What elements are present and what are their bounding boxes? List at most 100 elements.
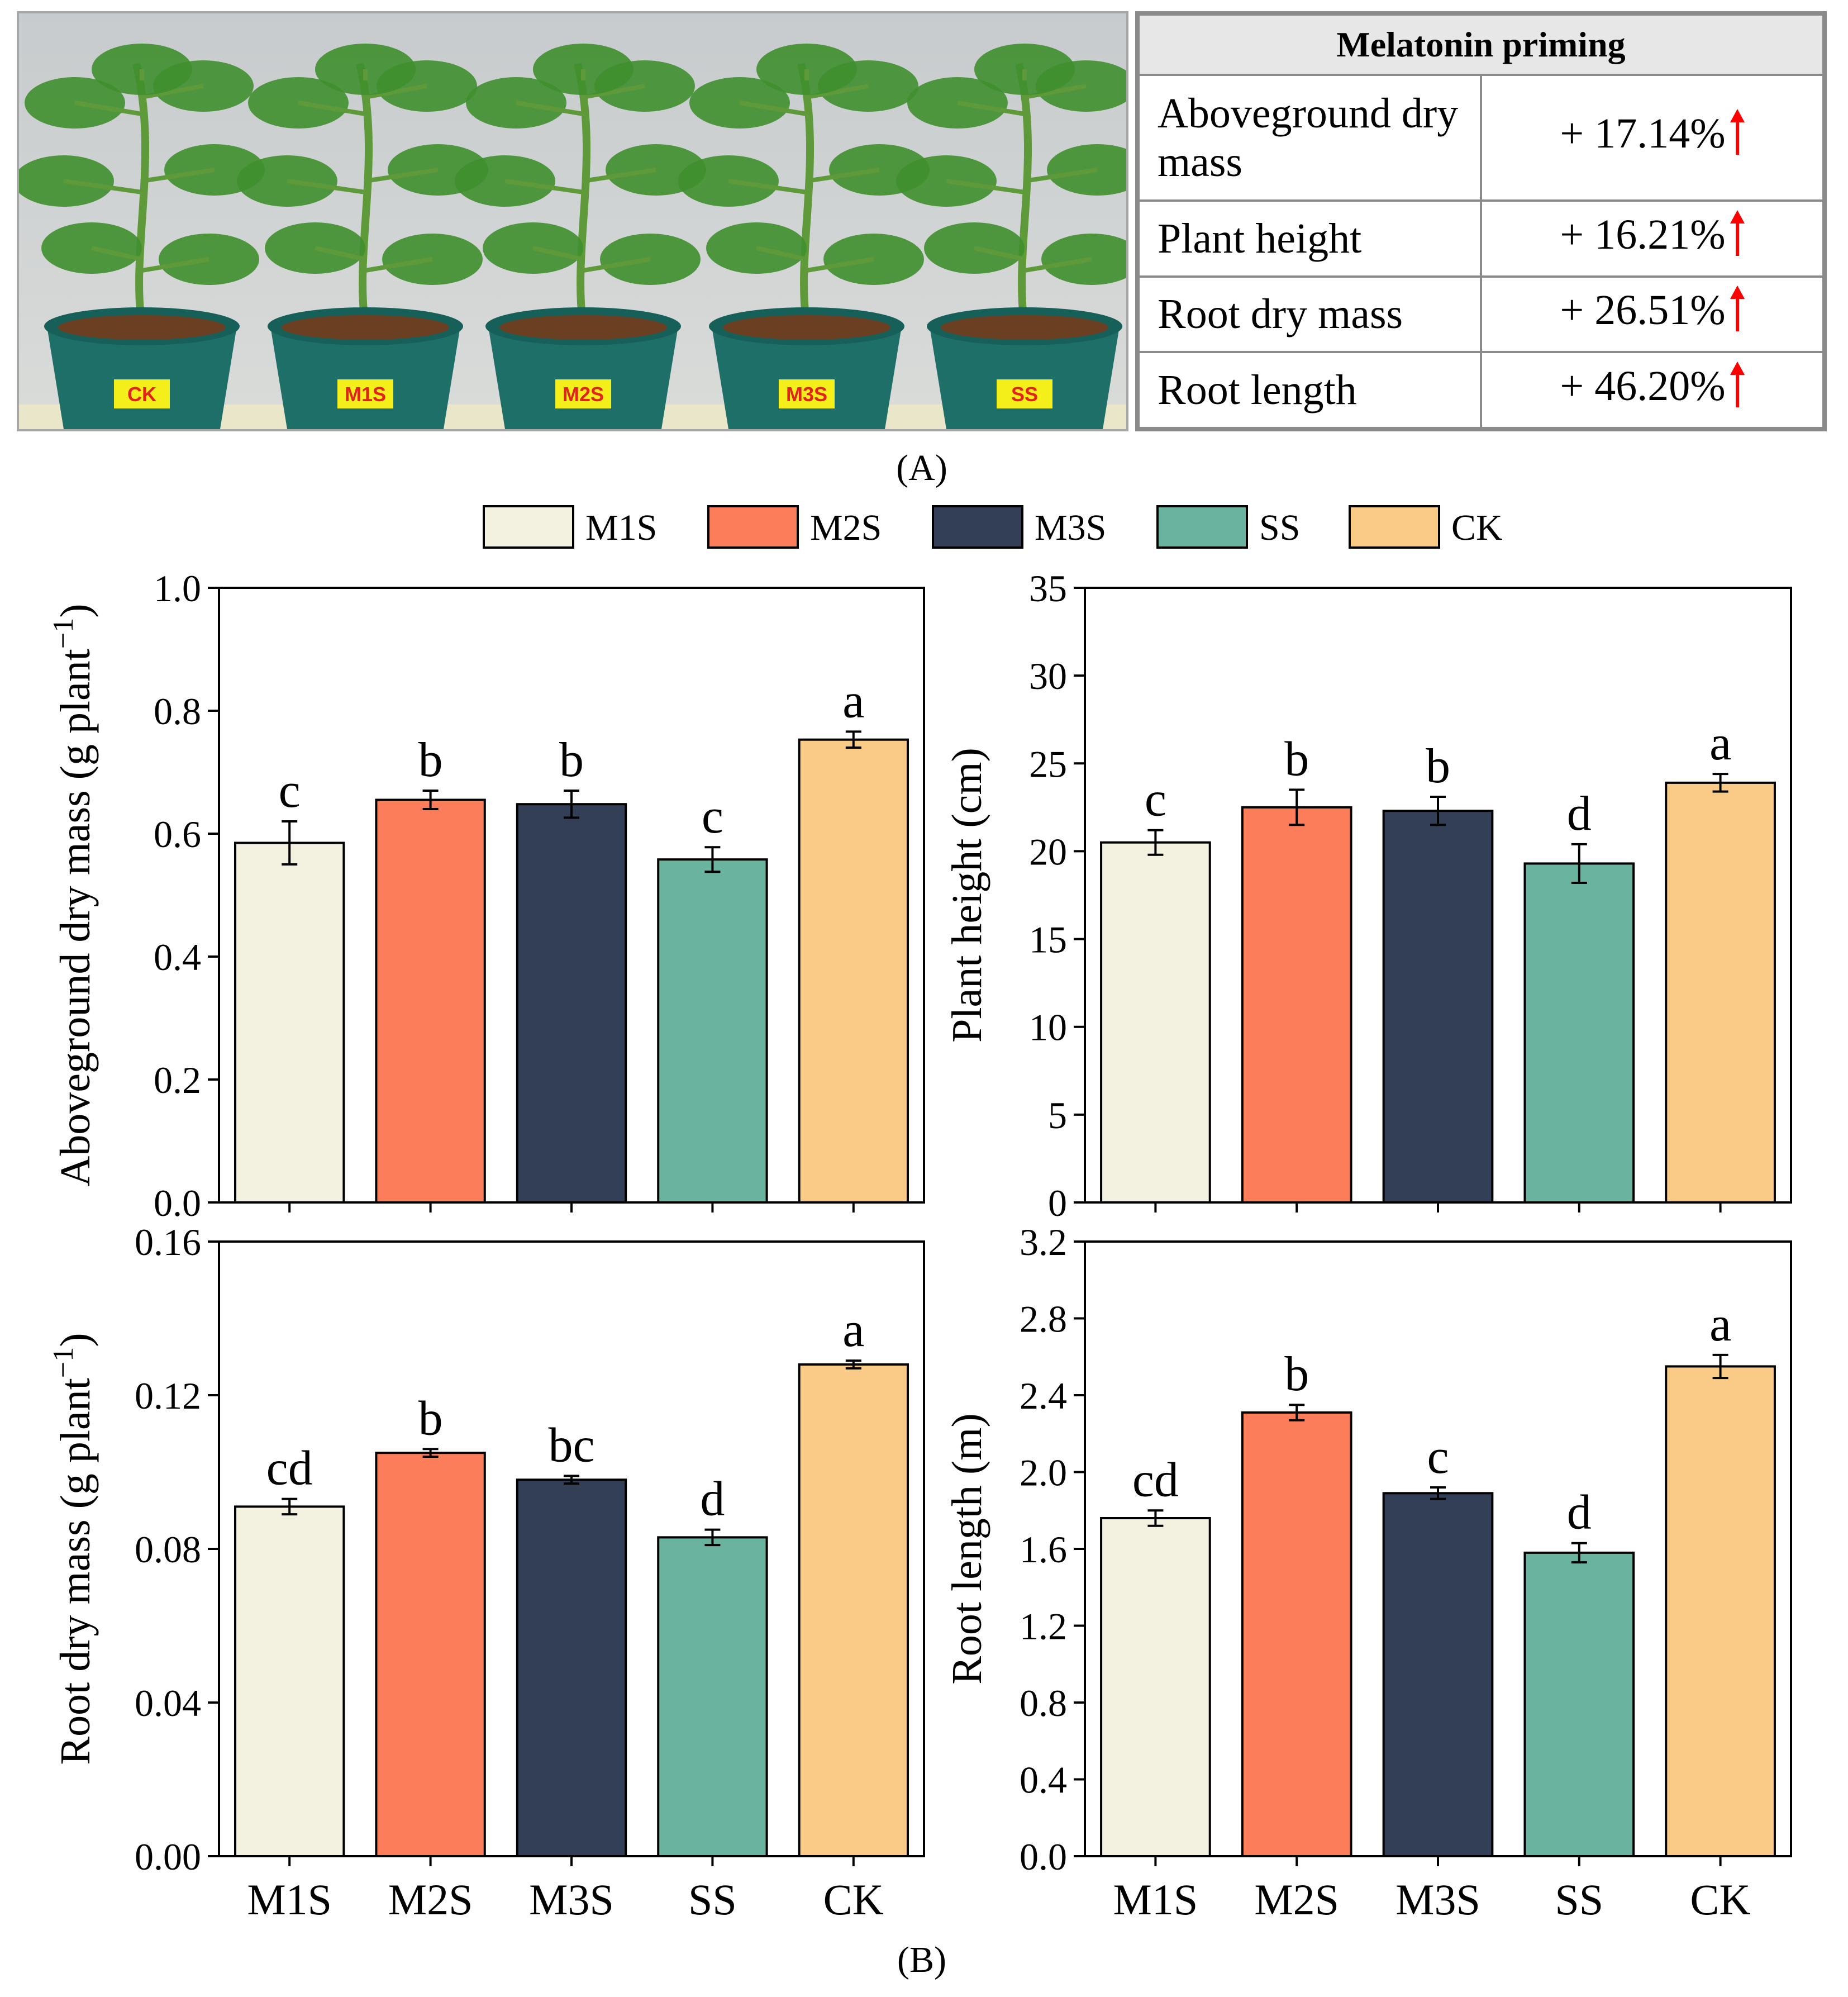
legend: M1S M2S M3S SS CK xyxy=(483,505,1503,549)
plant-branch xyxy=(365,257,433,273)
bar xyxy=(657,1536,768,1857)
pot-body xyxy=(712,326,902,429)
summary-row-value-cell: + 17.14% xyxy=(1480,73,1825,202)
plant-branch xyxy=(287,179,366,194)
pot-tag xyxy=(555,379,611,408)
plant-branch xyxy=(946,179,1025,194)
plant-branch xyxy=(141,168,215,183)
pot-body xyxy=(270,326,460,429)
significance-letter: d xyxy=(700,1472,725,1527)
summary-table: Melatonin priming Aboveground dry mass +… xyxy=(1135,11,1827,431)
up-arrow-icon xyxy=(1730,361,1745,419)
bar xyxy=(1665,1365,1776,1857)
pot-tag-label: CK xyxy=(127,383,156,406)
y-axis-title: Plant height (cm) xyxy=(944,748,990,1043)
bar xyxy=(375,798,486,1204)
x-tick-label: M1S xyxy=(1113,1875,1198,1924)
x-tick-label: M3S xyxy=(1395,1875,1480,1924)
x-tick-label: M3S xyxy=(529,1875,614,1924)
bar xyxy=(375,1452,486,1857)
y-tick-label: 10 xyxy=(1029,1006,1067,1049)
y-axis-title-main: Root length (m) xyxy=(944,1413,990,1685)
y-tick-label: 25 xyxy=(1029,743,1067,785)
pot-soil xyxy=(941,315,1108,340)
summary-row: Root length + 46.20% xyxy=(1137,351,1825,429)
plant-branch xyxy=(806,168,880,183)
plant-branch xyxy=(583,257,651,273)
x-tick-label: SS xyxy=(688,1875,737,1924)
plant-branch xyxy=(91,246,142,261)
plant-branch xyxy=(739,101,807,116)
significance-letter: b xyxy=(559,733,584,787)
plant-branch xyxy=(1024,168,1098,183)
legend-label: M1S xyxy=(585,507,657,548)
pot-tag xyxy=(114,379,170,408)
significance-letter: c xyxy=(1145,773,1166,827)
bar xyxy=(1523,1551,1635,1857)
y-tick-label: 0.04 xyxy=(135,1682,201,1724)
significance-letter: b xyxy=(1284,732,1309,786)
up-arrow-icon xyxy=(1730,109,1745,167)
significance-letter: d xyxy=(1567,1486,1592,1540)
plant-branch xyxy=(516,101,584,116)
y-tick-label: 0.4 xyxy=(1020,1759,1067,1801)
pot-soil xyxy=(723,315,890,340)
pot-tag xyxy=(337,379,393,408)
legend-label: M3S xyxy=(1035,507,1106,548)
plant-branch xyxy=(583,168,656,183)
plant-branch xyxy=(74,101,142,116)
y-tick-label: 0.0 xyxy=(154,1182,201,1224)
summary-row-value: + 16.21% xyxy=(1560,211,1726,258)
pot-tag-label: M3S xyxy=(786,383,827,406)
x-tick-label: M2S xyxy=(1254,1875,1339,1924)
significance-letter: d xyxy=(1567,787,1592,841)
x-tick-label: M2S xyxy=(388,1875,473,1924)
y-tick-label: 20 xyxy=(1029,830,1067,873)
pot: M2S xyxy=(455,44,706,429)
y-tick-label: 2.8 xyxy=(1020,1298,1067,1340)
plant-stem xyxy=(356,63,373,327)
pot-soil xyxy=(58,315,226,340)
bar xyxy=(1100,1517,1211,1857)
bar xyxy=(1100,841,1211,1204)
plant-branch xyxy=(806,84,869,99)
summary-title: Melatonin priming xyxy=(1137,13,1825,76)
summary-row: Root dry mass + 26.51% xyxy=(1137,275,1825,354)
y-axis-title-main: Root dry mass (g plant xyxy=(52,1378,99,1765)
y-tick-label: 0.00 xyxy=(135,1836,201,1878)
bar xyxy=(516,803,627,1204)
pots-group: CK M1S M2S M3S SS xyxy=(19,44,1126,429)
y-tick-label: 1.0 xyxy=(154,567,201,610)
plant-branch xyxy=(806,257,874,273)
bar xyxy=(798,1363,909,1857)
plant-branch xyxy=(63,179,142,194)
summary-row: Plant height + 16.21% xyxy=(1137,199,1825,278)
plant-branch xyxy=(315,246,366,261)
legend-item: SS xyxy=(1156,505,1300,549)
y-axis-title-tail: ) xyxy=(52,603,99,617)
summary-row-label: Root length xyxy=(1137,351,1482,429)
plant-stem xyxy=(797,63,815,327)
pot: SS xyxy=(896,44,1126,429)
plant-stem xyxy=(132,63,150,327)
y-tick-label: 15 xyxy=(1029,919,1067,961)
significance-letter: cd xyxy=(1132,1453,1179,1507)
summary-row-value-cell: + 16.21% xyxy=(1480,199,1825,278)
y-axis-title-superscript: −1 xyxy=(47,1347,79,1378)
plant-stem xyxy=(1015,63,1032,327)
y-tick-label: 2.0 xyxy=(1020,1452,1067,1494)
plant-branch xyxy=(365,84,427,99)
legend-swatch xyxy=(1349,505,1440,549)
plant-branch xyxy=(728,179,807,194)
plant-branch xyxy=(504,179,584,194)
bar-chart: 0.0 0.4 0.8 1.2 1.6 2.0 2.4 2.8 3.2 cd M1S b M2S c M3S… xyxy=(944,1221,1792,1924)
summary-row-value: + 17.14% xyxy=(1560,110,1726,158)
summary-row-label: Aboveground dry mass xyxy=(1137,73,1482,202)
summary-row-label: Root dry mass xyxy=(1137,275,1482,354)
significance-letter: a xyxy=(1709,1297,1731,1352)
plot-frame xyxy=(218,587,925,1204)
y-tick-label: 0.8 xyxy=(154,690,201,733)
legend-swatch xyxy=(1156,505,1248,549)
y-axis-title-superscript: −1 xyxy=(47,618,79,649)
